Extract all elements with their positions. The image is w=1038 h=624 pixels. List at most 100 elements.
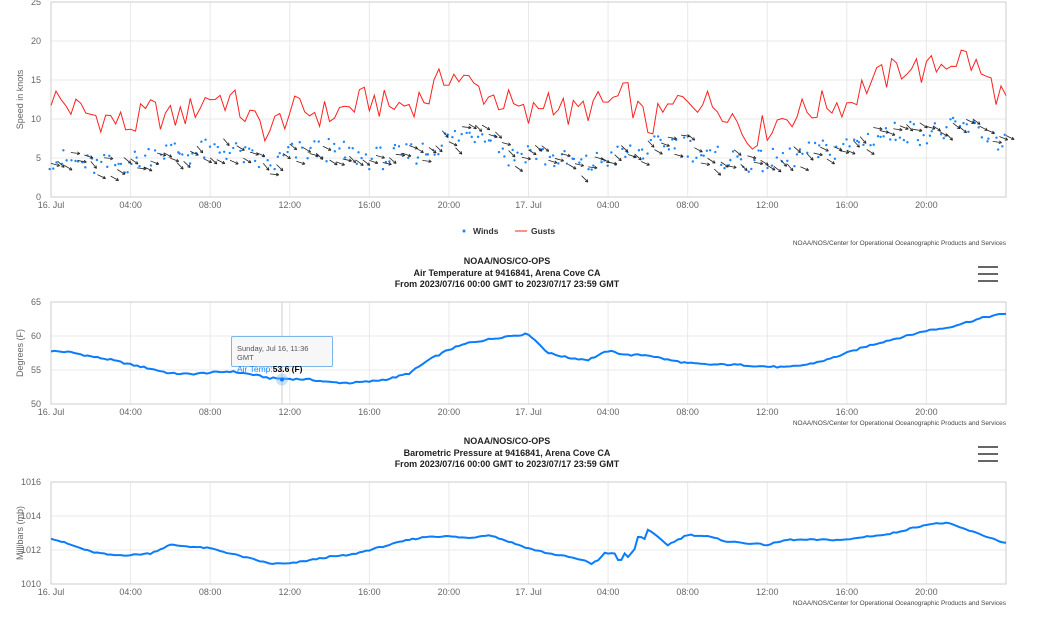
arrow-head-icon	[991, 130, 995, 134]
wind-direction-arrow	[156, 152, 166, 157]
wind-direction-arrow	[767, 165, 776, 171]
x-tick-label: 17. Jul	[515, 407, 542, 417]
wind-direction-arrow	[859, 136, 867, 144]
wind-point	[178, 152, 181, 155]
wind-point	[986, 140, 989, 143]
wind-point	[987, 137, 990, 140]
wind-point	[232, 146, 235, 150]
wind-point	[592, 164, 595, 167]
wind-direction-arrow	[720, 161, 729, 168]
wind-point	[833, 157, 837, 160]
wind-point	[770, 164, 774, 167]
wind-point	[925, 142, 929, 145]
wind-point	[757, 149, 760, 152]
wind-point	[483, 140, 487, 143]
wind-point	[686, 155, 689, 158]
wind-direction-arrow	[667, 136, 677, 140]
tooltip: Sunday, Jul 16, 11:36 GMT Air Temp:53.6 …	[231, 336, 333, 374]
wind-point	[548, 155, 552, 159]
wind-point	[92, 171, 96, 175]
arrow-head-icon	[527, 156, 531, 161]
wind-point	[153, 149, 157, 152]
wind-point	[739, 158, 743, 161]
wind-point	[662, 145, 666, 148]
wind-point	[218, 151, 221, 154]
arrow-head-icon	[115, 177, 119, 181]
arrow-head-icon	[155, 161, 160, 166]
wind-point	[700, 153, 703, 157]
x-tick-label: 12:00	[756, 200, 779, 210]
wind-direction-arrow	[833, 146, 843, 151]
wind-point	[407, 156, 410, 160]
y-tick-label: 20	[31, 36, 41, 46]
wind-direction-arrow	[747, 155, 757, 159]
wind-point	[165, 144, 168, 147]
wind-direction-arrow	[501, 142, 511, 146]
wind-point	[516, 151, 519, 154]
wind-point	[524, 161, 527, 164]
wind-point	[186, 154, 190, 157]
wind-direction-arrow	[322, 145, 332, 151]
arrow-head-icon	[315, 153, 319, 157]
arrow-head-icon	[261, 153, 266, 158]
arrow-head-icon	[909, 127, 914, 132]
wind-point	[590, 168, 593, 171]
arrow-head-icon	[301, 161, 306, 165]
wind-point	[181, 153, 184, 156]
wind-point	[807, 141, 811, 144]
arrow-head-icon	[584, 179, 589, 183]
wind-point	[133, 150, 137, 153]
wind-direction-arrow	[621, 145, 629, 153]
wind-direction-arrow	[104, 157, 114, 160]
wind-direction-arrow	[866, 149, 875, 155]
arrow-head-icon	[187, 164, 191, 168]
arrow-head-icon	[102, 175, 106, 180]
wind-point	[392, 147, 395, 150]
wind-point	[939, 133, 943, 136]
wind-direction-arrow	[793, 146, 801, 153]
arrow-head-icon	[360, 162, 364, 166]
wind-direction-arrow	[992, 140, 1002, 144]
wind-point	[507, 164, 510, 167]
wind-direction-arrow	[687, 134, 696, 141]
arrow-head-icon	[680, 154, 684, 158]
wind-direction-arrow	[441, 130, 449, 138]
wind-direction-arrow	[1005, 135, 1015, 140]
arrow-head-icon	[744, 167, 748, 171]
wind-point	[317, 140, 320, 143]
wind-point	[100, 160, 103, 164]
y-tick-label: 60	[31, 331, 41, 341]
wind-point	[653, 135, 656, 138]
arrow-head-icon	[507, 142, 511, 146]
arrow-head-icon	[241, 147, 245, 151]
wind-direction-arrow	[707, 157, 716, 164]
wind-direction-arrow	[209, 157, 218, 165]
arrow-head-icon	[89, 155, 94, 159]
legend: Winds Gusts	[462, 226, 555, 236]
wind-point	[965, 123, 968, 126]
wind-point	[951, 116, 955, 120]
wind-point	[55, 161, 58, 164]
wind-point	[65, 159, 68, 162]
wind-point	[379, 146, 382, 149]
arrow-head-icon	[458, 151, 463, 155]
hamburger-icon	[978, 446, 998, 448]
wind-direction-arrow	[853, 140, 860, 148]
arrow-head-icon	[699, 149, 703, 153]
wind-point	[996, 148, 1000, 151]
wind-point	[52, 167, 55, 170]
arrow-head-icon	[633, 154, 637, 159]
wind-point	[276, 155, 280, 158]
arrow-head-icon	[175, 158, 180, 163]
chart-menu-button-temperature[interactable]	[978, 266, 998, 282]
y-tick-label: 10	[31, 114, 41, 124]
wind-point	[470, 135, 473, 139]
wind-direction-arrow	[820, 146, 829, 152]
wind-point	[327, 137, 330, 141]
chart-menu-button-pressure[interactable]	[978, 446, 998, 462]
wind-direction-arrow	[800, 166, 809, 171]
wind-point	[656, 135, 660, 138]
wind-direction-arrow	[276, 164, 284, 172]
wind-point	[729, 158, 732, 162]
wind-point	[909, 120, 912, 124]
